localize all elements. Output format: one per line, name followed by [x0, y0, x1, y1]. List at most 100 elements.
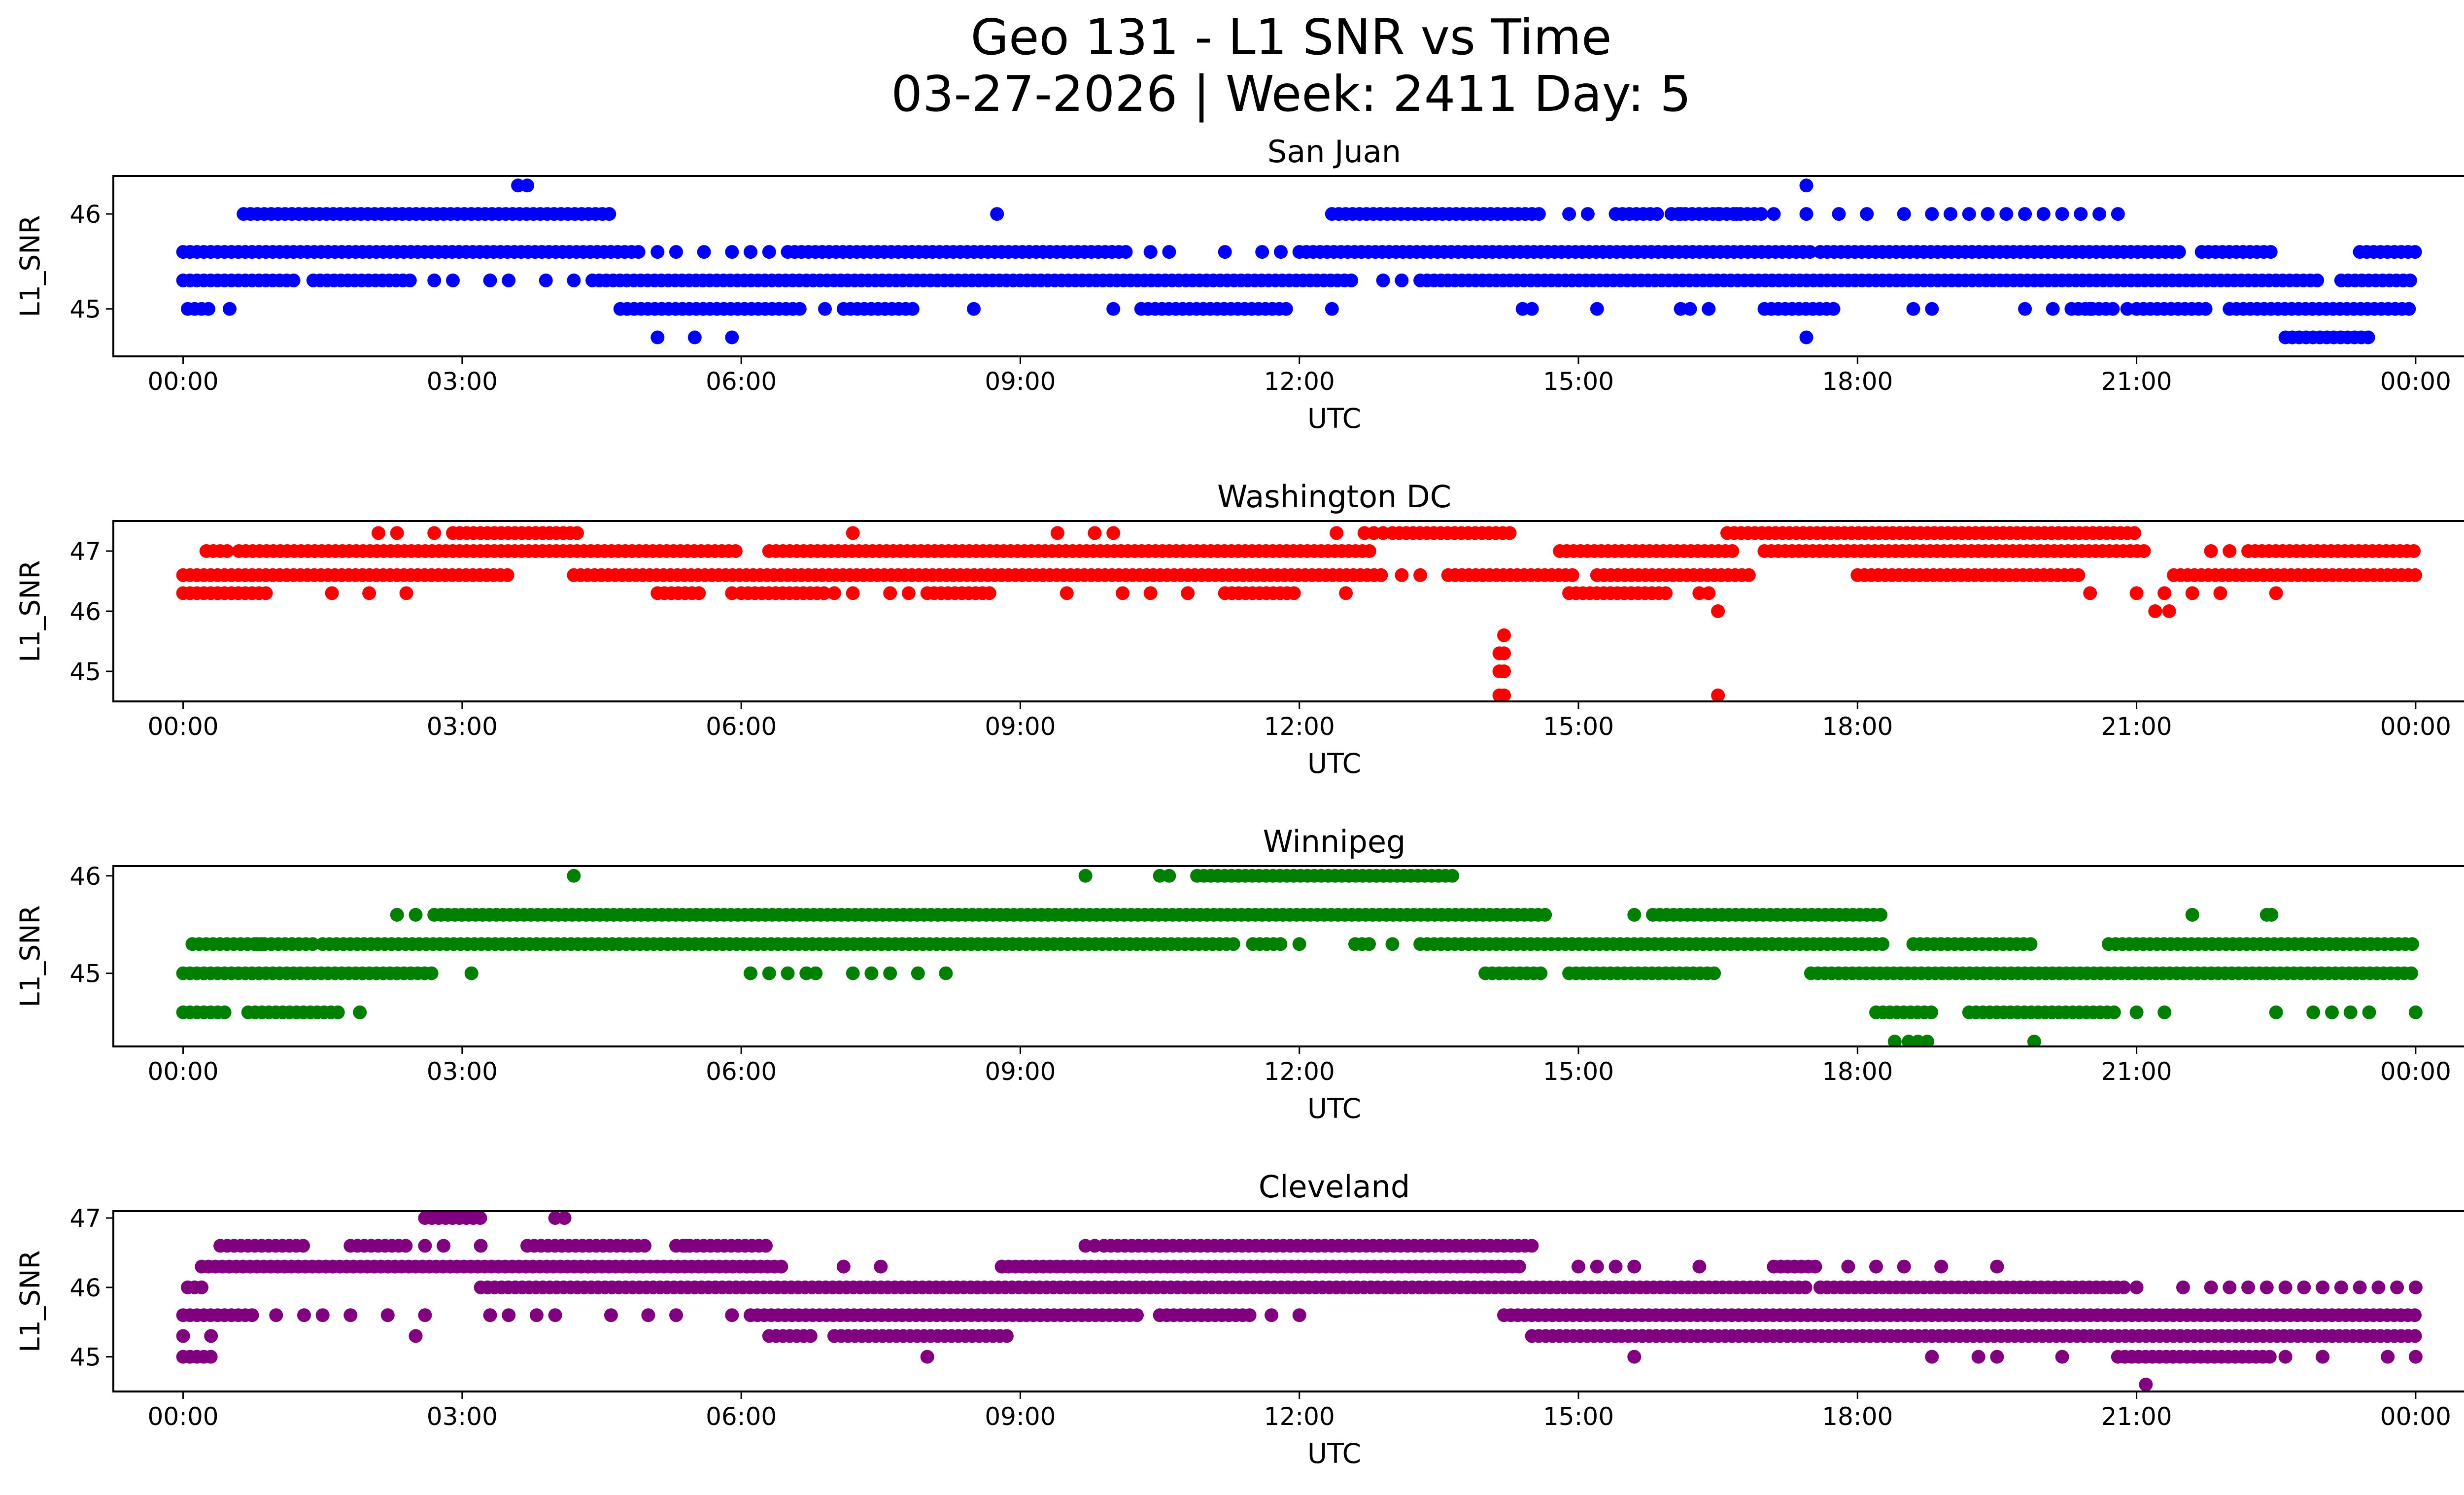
x-tick-label: 15:00: [1543, 367, 1614, 396]
data-point: [2204, 544, 2218, 558]
panel-title-washington-dc: Washington DC: [1217, 479, 1451, 515]
data-point: [1162, 869, 1176, 883]
data-point: [2278, 1280, 2293, 1294]
data-point: [2148, 604, 2162, 618]
data-point: [286, 273, 301, 287]
data-point: [641, 1308, 655, 1322]
data-point: [245, 1308, 259, 1322]
data-point: [762, 966, 776, 980]
data-point: [836, 1259, 851, 1274]
data-point: [2306, 1005, 2321, 1019]
data-point: [483, 273, 497, 287]
data-point: [427, 273, 442, 287]
data-point: [1534, 966, 1548, 980]
x-tick-label: 15:00: [1543, 712, 1614, 741]
data-point: [570, 526, 584, 540]
data-point: [2185, 586, 2199, 600]
data-point: [650, 245, 665, 259]
data-point: [803, 1329, 818, 1343]
points-washington-dc: [176, 521, 2423, 701]
data-point: [343, 1308, 358, 1322]
data-point: [2223, 544, 2237, 558]
data-point: [1702, 302, 1716, 316]
data-point: [1925, 302, 1939, 316]
x-tick-label: 06:00: [706, 1402, 777, 1431]
data-point: [1143, 586, 1158, 600]
data-point: [1725, 544, 1740, 558]
data-point: [427, 526, 442, 540]
data-point: [1153, 1239, 1167, 1253]
points-cleveland: [176, 1211, 2423, 1391]
data-point: [1330, 526, 1344, 540]
data-point: [1798, 1280, 1813, 1294]
data-point: [520, 178, 534, 193]
panel-winnipeg: Winnipeg 00:00 03:00 06:00 09:00 12:00 15:00 18…: [14, 824, 2464, 1124]
data-point: [1255, 245, 1269, 259]
x-tick-label: 09:00: [985, 1402, 1056, 1431]
data-point: [1344, 273, 1359, 287]
data-point: [2204, 1280, 2218, 1294]
panel-cleveland: Cleveland 00:00 03:00 06:00 09:00 12:00 15:00 1…: [14, 1169, 2464, 1469]
x-tick-label: 00:00: [148, 367, 219, 396]
x-tick-label: 00:00: [148, 712, 219, 741]
data-point: [2157, 586, 2172, 600]
data-point: [306, 937, 320, 951]
x-tick-label: 21:00: [2101, 712, 2172, 741]
data-point: [1565, 568, 1579, 582]
x-axis-label-washington-dc: UTC: [1307, 748, 1361, 779]
data-point: [1874, 907, 1887, 922]
data-point: [2107, 1005, 2121, 1019]
data-point: [692, 586, 706, 600]
data-point: [2036, 207, 2051, 221]
data-point: [990, 207, 1004, 221]
data-point: [1242, 1308, 1257, 1322]
data-point: [1125, 1239, 1139, 1253]
data-point: [1226, 937, 1240, 951]
data-point: [2259, 1280, 2274, 1294]
data-point: [473, 1211, 487, 1225]
y-tick-label: 47: [69, 537, 101, 566]
data-point: [809, 966, 823, 980]
data-point: [874, 1259, 888, 1274]
data-point: [557, 1211, 572, 1225]
data-point: [1925, 207, 1939, 221]
data-point: [1130, 1308, 1144, 1322]
data-point: [999, 1329, 1014, 1343]
x-tick-label: 00:00: [2380, 712, 2451, 741]
data-point: [1362, 937, 1376, 951]
data-point: [1944, 207, 1957, 221]
data-point: [1385, 937, 1400, 951]
x-tick-label: 03:00: [427, 1402, 498, 1431]
data-point: [403, 273, 417, 287]
x-tick-label: 00:00: [148, 1402, 219, 1431]
data-point: [1906, 302, 1920, 316]
x-tick-label: 18:00: [1822, 712, 1893, 741]
data-point: [1497, 688, 1511, 701]
data-point: [2316, 1350, 2330, 1364]
data-point: [744, 966, 757, 980]
data-point: [567, 869, 581, 883]
data-point: [1078, 869, 1093, 883]
x-tick-label: 00:00: [2380, 367, 2451, 396]
data-point: [1707, 966, 1721, 980]
data-point: [220, 544, 234, 558]
data-point: [2343, 1005, 2358, 1019]
data-point: [1503, 526, 1517, 540]
data-point: [1962, 207, 1976, 221]
data-point: [883, 966, 897, 980]
data-point: [1711, 604, 1725, 618]
data-point: [2325, 1005, 2339, 1019]
data-point: [2269, 586, 2283, 600]
data-point: [2334, 1280, 2348, 1294]
data-point: [2117, 1280, 2131, 1294]
data-point: [638, 1239, 651, 1253]
y-tick-label: 45: [69, 295, 101, 324]
data-point: [2408, 1280, 2423, 1294]
data-point: [1181, 586, 1195, 600]
data-point: [464, 966, 479, 980]
data-point: [1590, 1259, 1604, 1274]
data-point: [1497, 664, 1511, 678]
data-point: [2278, 1350, 2293, 1364]
data-point: [1572, 1259, 1585, 1274]
